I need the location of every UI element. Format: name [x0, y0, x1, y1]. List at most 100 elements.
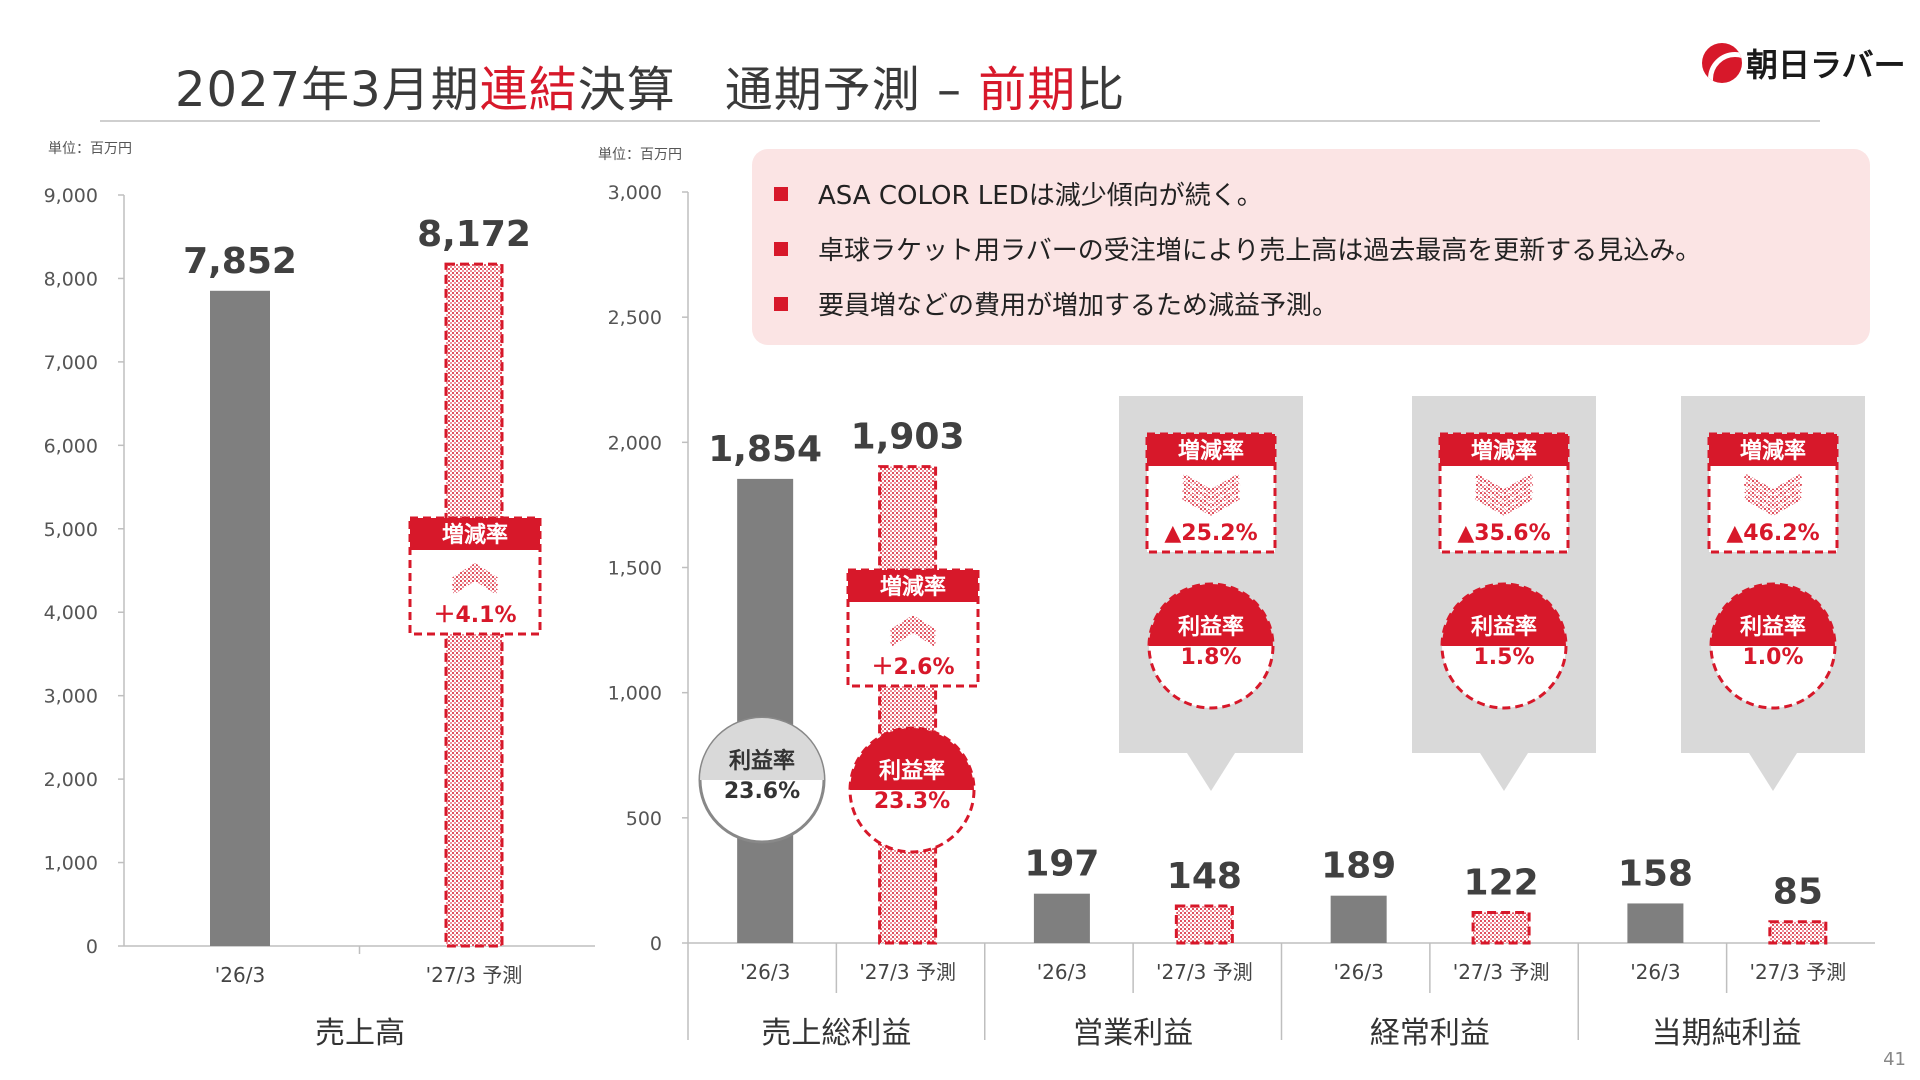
change-rate-label: 増減率 [1178, 438, 1244, 464]
bar-value-label: 158 [1618, 853, 1693, 894]
x-category-label: '26/3 [1630, 960, 1680, 984]
down-chevron-icon [1474, 494, 1534, 516]
profit-margin-header [1149, 584, 1273, 646]
page-title: 2027年3月期連結決算 通期予測 – 前期比 [175, 50, 1125, 120]
group-label: 営業利益 [1073, 1016, 1193, 1051]
bar-forecast [1768, 920, 1828, 945]
note-item: 要員増などの費用が増加するため減益予測。 [774, 285, 1338, 322]
down-chevron-icon [1181, 480, 1241, 502]
profit-margin-label: 利益率 [1740, 614, 1806, 640]
x-category-label: '27/3 予測 [426, 963, 523, 987]
profit-margin-value: 1.0% [1742, 645, 1803, 670]
down-chevron-icon [1743, 487, 1803, 509]
x-category-label: '26/3 [740, 960, 790, 984]
down-chevron-icon [1743, 494, 1803, 516]
group-label: 当期純利益 [1652, 1016, 1802, 1051]
bar-actual [737, 478, 794, 943]
y-tick-label-right: 1,000 [608, 683, 662, 705]
unit-label-right: 単位：百万円 [598, 147, 682, 163]
change-rate-label: 増減率 [1740, 438, 1806, 464]
change-rate-header [1709, 434, 1837, 466]
bar-forecast [878, 465, 938, 945]
bar-actual [210, 290, 270, 947]
square-bullet-icon [774, 296, 788, 311]
notes-panel: ASA COLOR LEDは減少傾向が続く。 卓球ラケット用ラバーの受注増により… [752, 149, 1870, 345]
square-bullet-icon [774, 186, 788, 201]
y-tick-label-left: 3,000 [44, 686, 98, 708]
down-chevron-icon [1474, 473, 1534, 495]
profit-margin-label: 利益率 [729, 748, 795, 774]
note-text: 卓球ラケット用ラバーの受注増により売上高は過去最高を更新する見込み。 [818, 236, 1702, 266]
profit-margin-value: 1.8% [1180, 645, 1241, 670]
bar-actual [1627, 903, 1684, 943]
y-tick-label-left: 6,000 [44, 435, 98, 457]
profit-margin-label: 利益率 [1178, 614, 1244, 640]
down-chevron-icon [1181, 487, 1241, 509]
group-label: 売上高 [315, 1016, 405, 1051]
bar-value-label: 8,172 [417, 214, 531, 255]
profit-margin-label: 利益率 [1471, 614, 1537, 640]
y-tick-label-left: 7,000 [44, 352, 98, 374]
group-label: 経常利益 [1370, 1016, 1490, 1051]
up-chevron-icon [451, 569, 499, 589]
x-category-label: '27/3 予測 [1749, 960, 1846, 984]
note-item: ASA COLOR LEDは減少傾向が続く。 [774, 175, 1263, 212]
down-chevron-icon [1181, 473, 1241, 495]
bar-value-label: 148 [1167, 856, 1242, 897]
x-category-label: '26/3 [215, 963, 265, 987]
y-tick-label-left: 0 [86, 936, 98, 958]
y-tick-label-left: 2,000 [44, 769, 98, 791]
bar-value-label: 7,852 [183, 241, 297, 282]
title-part-5: 比 [1076, 62, 1126, 118]
profit-margin-label: 利益率 [879, 758, 945, 784]
callout-pointer [1187, 753, 1235, 791]
change-rate-label: 増減率 [880, 574, 946, 600]
y-tick-label-right: 0 [650, 933, 662, 955]
up-chevron-icon [451, 563, 499, 583]
bar-value-label: 189 [1321, 846, 1396, 887]
bar-value-label: 85 [1773, 872, 1823, 913]
change-rate-value: ▲25.2% [1164, 521, 1257, 546]
y-tick-label-right: 3,000 [608, 182, 662, 204]
square-bullet-icon [774, 241, 788, 256]
bar-value-label: 1,854 [708, 429, 822, 470]
logo-mark-icon [1702, 43, 1742, 83]
y-tick-label-left: 1,000 [44, 853, 98, 875]
page-number: 41 [1883, 1049, 1906, 1070]
x-category-label: '27/3 予測 [859, 960, 956, 984]
profit-margin-header [850, 728, 974, 790]
up-chevron-icon [889, 627, 937, 647]
down-chevron-icon [1743, 473, 1803, 495]
y-tick-label-right: 500 [626, 808, 662, 830]
down-chevron-icon [1474, 487, 1534, 509]
y-tick-label-left: 9,000 [44, 185, 98, 207]
unit-label-left: 単位：百万円 [48, 141, 132, 157]
callout-pointer [1480, 753, 1528, 791]
change-rate-value: ＋4.1% [433, 603, 516, 628]
bar-forecast [1471, 910, 1531, 945]
logo-text: 朝日ラバー [1746, 46, 1906, 84]
change-rate-header [1440, 434, 1568, 466]
change-rate-header [1147, 434, 1275, 466]
callout-pointer [1749, 753, 1797, 791]
y-tick-label-right: 1,500 [608, 558, 662, 580]
profit-margin-header [700, 718, 824, 780]
down-chevron-icon [1181, 494, 1241, 516]
x-category-label: '27/3 予測 [1453, 960, 1550, 984]
profit-margin-header [1442, 584, 1566, 646]
bar-forecast [1174, 904, 1234, 945]
bar-value-label: 197 [1024, 844, 1099, 885]
change-rate-header [848, 570, 978, 602]
y-tick-label-left: 8,000 [44, 268, 98, 290]
up-chevron-icon [451, 575, 499, 595]
change-rate-value: ＋2.6% [871, 655, 954, 680]
change-rate-value: ▲46.2% [1726, 521, 1819, 546]
down-chevron-icon [1743, 480, 1803, 502]
profit-margin-value: 23.3% [874, 789, 950, 814]
group-label: 売上総利益 [761, 1016, 911, 1051]
y-tick-label-right: 2,000 [608, 432, 662, 454]
y-tick-label-right: 2,500 [608, 307, 662, 329]
bar-actual [1330, 895, 1387, 943]
up-chevron-icon [889, 615, 937, 635]
